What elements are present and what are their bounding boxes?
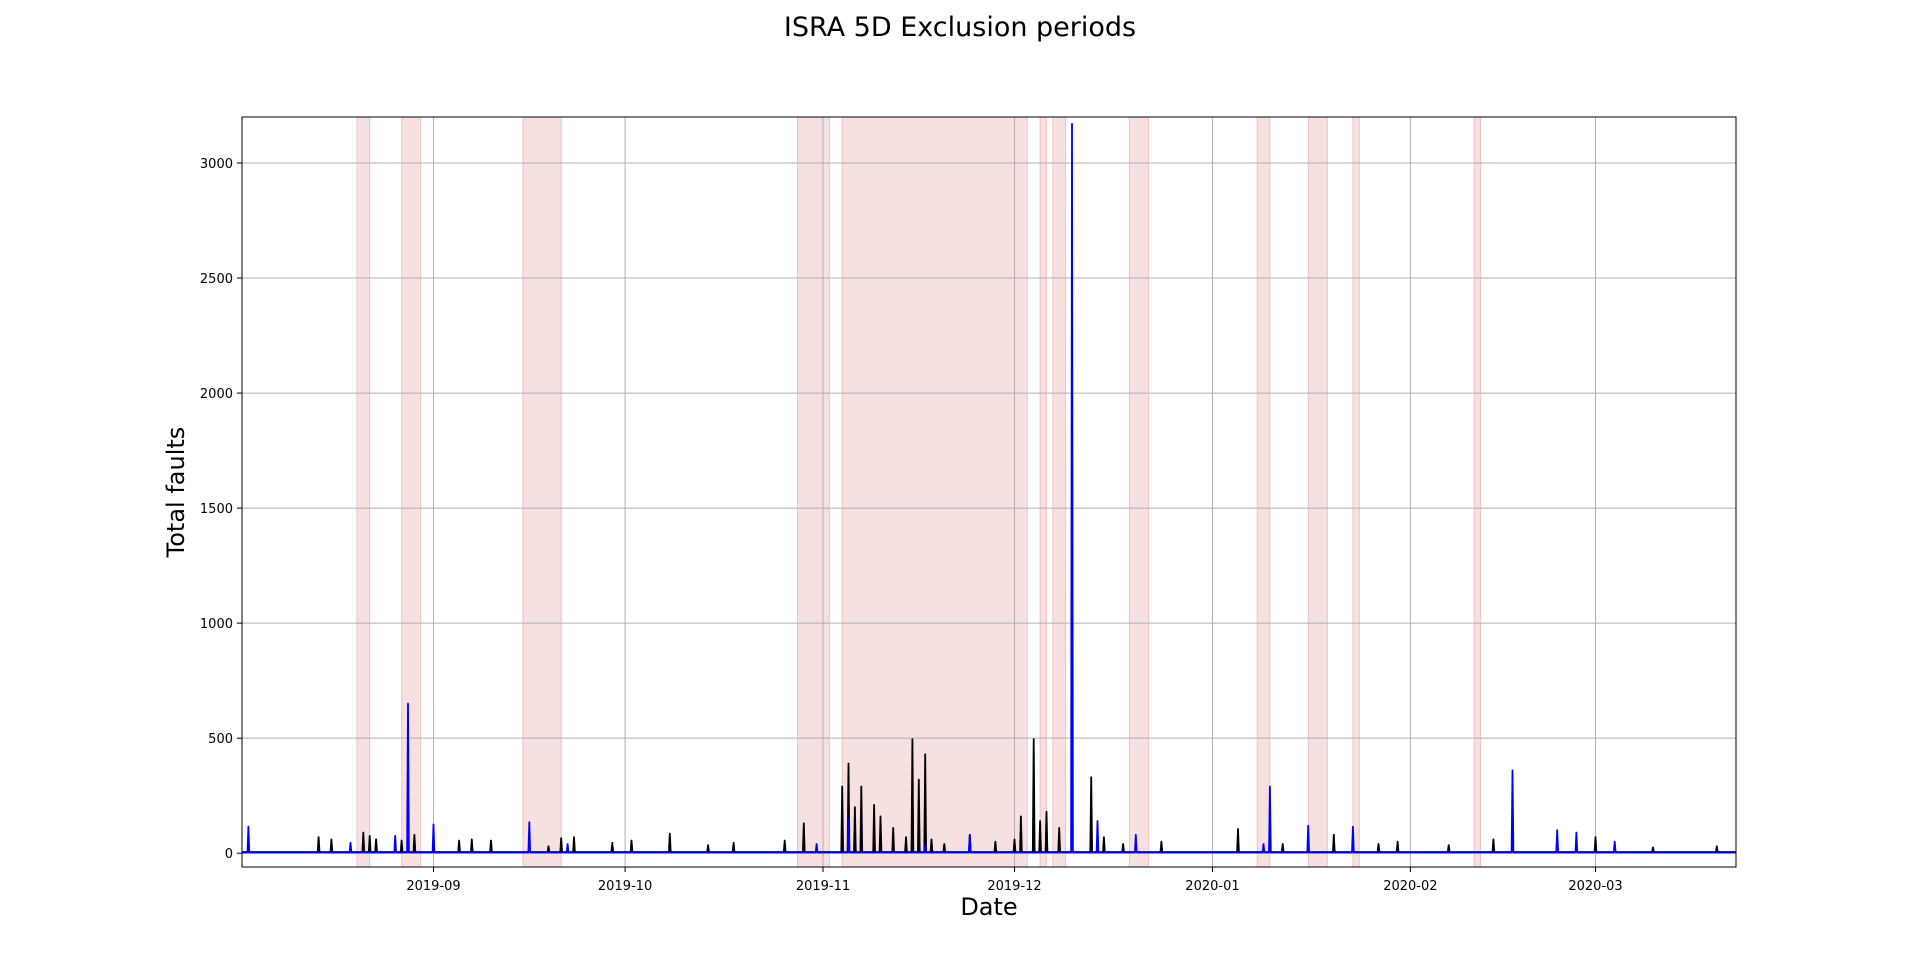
y-tick-label: 3000 bbox=[200, 157, 233, 172]
series-line-2 bbox=[241, 123, 1737, 854]
exclusion-period-4 bbox=[796, 116, 830, 868]
x-tick-label: 2020-01 bbox=[1185, 879, 1239, 894]
exclusion-period-3 bbox=[522, 116, 562, 868]
exclusion-period-7 bbox=[1052, 116, 1067, 868]
exclusion-periods bbox=[356, 116, 1482, 868]
exclusion-period-5 bbox=[841, 116, 1028, 868]
y-tick-label: 0 bbox=[225, 847, 233, 862]
exclusion-period-8 bbox=[1128, 116, 1150, 868]
y-tick-label: 2500 bbox=[200, 272, 233, 287]
exclusion-period-2 bbox=[401, 116, 422, 868]
exclusion-period-9 bbox=[1256, 116, 1271, 868]
x-tick-label: 2019-10 bbox=[598, 879, 652, 894]
y-axis-ticks: 0 500 1000 1500 2000 2500 3000 bbox=[200, 157, 242, 862]
y-tick-label: 1500 bbox=[200, 502, 233, 517]
x-tick-label: 2020-02 bbox=[1383, 879, 1437, 894]
x-tick-label: 2019-11 bbox=[796, 879, 850, 894]
x-tick-label: 2020-03 bbox=[1568, 879, 1622, 894]
exclusion-period-11 bbox=[1352, 116, 1360, 868]
plot-frame bbox=[241, 116, 1737, 868]
y-axis-label: Total faults bbox=[162, 427, 190, 559]
exclusion-period-12 bbox=[1473, 116, 1482, 868]
x-axis-ticks: 2019-09 2019-10 2019-11 2019-12 2020-01 2020-… bbox=[406, 867, 1623, 894]
series-lines bbox=[241, 123, 1737, 854]
series-line-1 bbox=[241, 738, 1737, 853]
x-axis-label: Date bbox=[960, 893, 1017, 921]
y-tick-label: 2000 bbox=[200, 387, 233, 402]
exclusion-period-10 bbox=[1307, 116, 1328, 868]
x-tick-label: 2019-12 bbox=[987, 879, 1041, 894]
exclusion-period-6 bbox=[1039, 116, 1047, 868]
exclusion-period-1 bbox=[356, 116, 371, 868]
y-tick-label: 500 bbox=[208, 732, 233, 747]
y-tick-label: 1000 bbox=[200, 617, 233, 632]
chart-title: ISRA 5D Exclusion periods bbox=[783, 12, 1137, 43]
x-tick-label: 2019-09 bbox=[406, 879, 460, 894]
